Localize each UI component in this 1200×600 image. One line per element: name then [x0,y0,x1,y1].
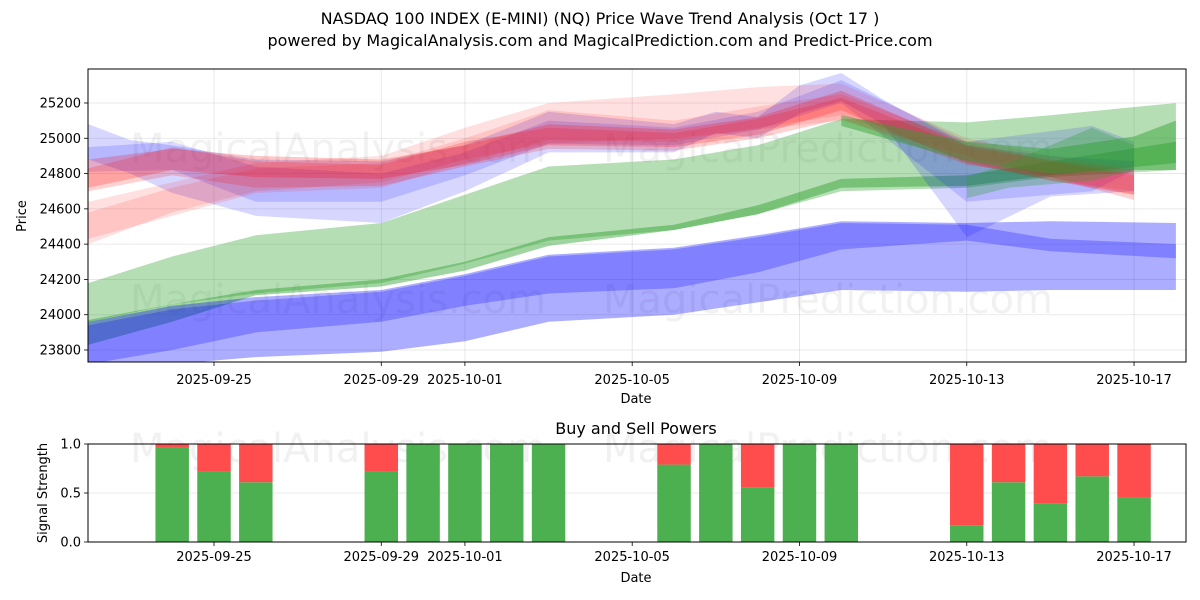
band-short-term-red-4 [88,94,1134,239]
sell-bar [991,444,1026,483]
price-x-tick-label: 2025-10-13 [929,373,1005,388]
sell-bar [1033,444,1068,504]
price-x-tick-label: 2025-10-01 [427,373,503,388]
price-x-axis-label: Date [620,392,651,407]
band-long-term-green-narrow [88,141,1176,345]
signal-x-tick-label: 2025-10-17 [1096,550,1172,565]
price-y-tick-label: 25200 [40,97,81,112]
buy-bar [197,471,231,542]
band-short-term-green-2 [966,127,1134,199]
signal-x-tick-label: 2025-09-29 [343,550,419,565]
band-short-term-red-3 [88,83,1134,245]
watermark-5: MagicalAnalysis.com [130,426,546,472]
price-x-tick-label: 2025-09-25 [176,373,252,388]
signal-axes: 0.0 0.5 1.0 2025-09-25 2025-09-29 2025-10-01 2… [60,438,1187,565]
buy-bar [824,444,859,542]
buy-bar [657,464,691,542]
buy-bar [991,482,1026,542]
price-grid [88,69,1186,362]
signal-y-tick-label: 0.0 [60,536,81,551]
price-y-tick-label: 24400 [40,238,81,253]
watermark-2: MagicalPrediction.com [603,126,1053,172]
signal-x-tick-label: 2025-10-13 [929,550,1005,565]
buy-bar [699,444,733,542]
sell-bar [657,444,691,465]
signal-x-tick-label: 2025-10-01 [427,550,503,565]
buy-bar [490,444,524,542]
chart-title: NASDAQ 100 INDEX (E-MINI) (NQ) Price Wav… [320,9,880,28]
watermark-1: MagicalAnalysis.com [130,126,546,172]
buy-bar [782,444,817,542]
sell-bar [239,444,273,483]
signal-y-tick-label: 1.0 [60,438,81,453]
price-x-tick-label: 2025-10-05 [594,373,670,388]
sell-bar [740,444,775,488]
signal-plot-frame [87,443,1187,543]
band-short-term-red-2 [88,97,1134,200]
buy-bar [1033,503,1068,542]
signal-x-tick-label: 2025-09-25 [176,550,252,565]
sell-bar [950,444,984,526]
band-short-term-green-1 [841,115,1176,174]
buy-bar [448,444,482,542]
price-axes: 23800 24000 24200 24400 24600 24800 25000 25200… [40,68,1187,388]
buy-bar [406,444,440,542]
signal-x-tick-label: 2025-10-05 [594,550,670,565]
sell-bar [1075,444,1109,477]
price-plot-frame [87,68,1187,363]
buy-bar [531,444,566,542]
buy-sell-title: Buy and Sell Powers [555,419,717,438]
sell-bar [1117,444,1151,498]
price-y-axis-label: Price [15,200,30,232]
band-long-term-blue-wide [88,221,1176,362]
signal-y-tick-label: 0.5 [60,487,81,502]
price-y-tick-label: 24800 [40,167,81,182]
buy-bar [1075,476,1109,542]
sell-bar [155,444,189,448]
signal-bars [155,444,1151,542]
buy-bar [740,487,775,542]
price-bands [88,73,1176,362]
signal-x-axis-label: Date [620,571,651,586]
sell-bar [197,444,231,472]
band-short-term-red-1 [88,90,1134,195]
price-y-tick-label: 25000 [40,132,81,147]
buy-bar [239,482,273,542]
price-x-tick-label: 2025-10-09 [762,373,838,388]
band-long-term-green-wide [88,103,1176,322]
price-y-tick-label: 24600 [40,202,81,217]
chart-subtitle: powered by MagicalAnalysis.com and Magic… [267,31,933,50]
price-y-tick-label: 24200 [40,273,81,288]
buy-bar [1117,497,1151,542]
band-short-term-blue-2 [88,80,1134,202]
watermark-4: MagicalPrediction.com [603,277,1053,323]
signal-x-tick-label: 2025-10-09 [762,550,838,565]
buy-bar [950,525,984,542]
watermark-3: MagicalAnalysis.com [130,277,546,323]
price-x-tick-label: 2025-09-29 [343,373,419,388]
price-x-tick-label: 2025-10-17 [1096,373,1172,388]
price-y-tick-label: 23800 [40,344,81,359]
price-y-tick-label: 24000 [40,308,81,323]
buy-bar [155,447,189,542]
band-short-term-blue-1 [88,73,1134,238]
buy-bar [364,471,399,542]
sell-bar [364,444,399,472]
signal-y-axis-label: Signal Strength [36,443,51,543]
